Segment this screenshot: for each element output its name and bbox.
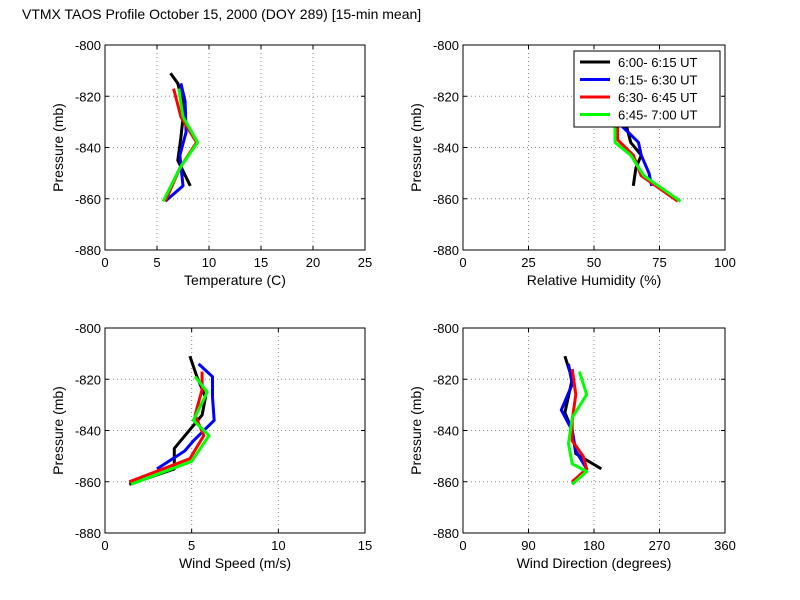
figure-title: VTMX TAOS Profile October 15, 2000 (DOY … [22, 6, 422, 22]
x-tick-label: 180 [583, 538, 605, 553]
x-tick-label: 25 [358, 255, 372, 270]
series-line-6-15-6-30-ut [156, 362, 216, 471]
x-tick-label: 270 [649, 538, 671, 553]
x-tick-label: 5 [153, 255, 160, 270]
x-tick-label: 75 [652, 255, 666, 270]
x-axis-label: Temperature (C) [184, 272, 286, 288]
y-tick-label: -800 [433, 321, 459, 336]
x-tick-label: 10 [202, 255, 216, 270]
y-axis-label: Pressure (mb) [408, 386, 424, 475]
series-line-6-15-6-30-ut [164, 83, 188, 203]
x-tick-label: 5 [188, 538, 195, 553]
y-tick-label: -820 [433, 372, 459, 387]
y-tick-label: -800 [75, 38, 101, 53]
x-tick-label: 90 [521, 538, 535, 553]
x-tick-label: 15 [358, 538, 372, 553]
legend-label: 6:15- 6:30 UT [618, 73, 698, 88]
y-tick-label: -880 [75, 526, 101, 541]
y-axis-label: Pressure (mb) [50, 386, 66, 475]
y-tick-label: -800 [75, 321, 101, 336]
series-line-6-30-6-45-ut [570, 368, 589, 483]
y-axis-label: Pressure (mb) [408, 103, 424, 192]
series-line-6-45-7-00-ut [613, 127, 682, 203]
x-axis-label: Relative Humidity (%) [527, 272, 662, 288]
x-tick-label: 100 [714, 255, 736, 270]
x-tick-label: 0 [459, 255, 466, 270]
y-tick-label: -880 [433, 243, 459, 258]
y-tick-label: -820 [75, 89, 101, 104]
y-tick-label: -840 [75, 141, 101, 156]
x-axis-label: Wind Direction (degrees) [517, 555, 672, 571]
y-tick-label: -880 [75, 243, 101, 258]
x-tick-label: 360 [714, 538, 736, 553]
series-line-6-45-7-00-ut [567, 371, 589, 486]
chart-panel-2: 0 25 50 75 100 -800 -820 -840 -860 -880 Relative H… [408, 38, 736, 288]
chart-panel-3: 0 5 10 15 -800 -820 -840 -860 -880 Wind Speed (m/… [50, 321, 372, 571]
y-tick-label: -800 [433, 38, 459, 53]
x-tick-label: 0 [101, 255, 108, 270]
y-tick-label: -860 [433, 192, 459, 207]
y-tick-label: -820 [433, 89, 459, 104]
series-line-6-45-7-00-ut [130, 375, 211, 486]
legend-label: 6:00- 6:15 UT [618, 55, 698, 70]
y-tick-label: -860 [75, 475, 101, 490]
y-tick-label: -840 [433, 141, 459, 156]
series-line-6-45-7-00-ut [161, 88, 200, 202]
x-tick-label: 25 [521, 255, 535, 270]
x-tick-label: 0 [101, 538, 108, 553]
chart-panel-4: 0 90 180 270 360 -800 -820 -840 -860 -880 Wind Dir… [408, 321, 736, 571]
x-axis-label: Wind Speed (m/s) [179, 555, 291, 571]
x-tick-label: 0 [459, 538, 466, 553]
legend-label: 6:30- 6:45 UT [618, 90, 698, 105]
x-tick-label: 50 [587, 255, 601, 270]
y-tick-label: -820 [75, 372, 101, 387]
y-tick-label: -840 [75, 424, 101, 439]
x-tick-label: 10 [271, 538, 285, 553]
legend-label: 6:45- 7:00 UT [618, 108, 698, 123]
y-tick-label: -840 [433, 424, 459, 439]
x-tick-label: 20 [306, 255, 320, 270]
y-tick-label: -860 [433, 475, 459, 490]
legend: 6:00- 6:15 UT 6:15- 6:30 UT 6:30- 6:45 UT 6… [573, 50, 721, 128]
y-tick-label: -860 [75, 192, 101, 207]
y-tick-label: -880 [433, 526, 459, 541]
plot-frame [462, 327, 726, 534]
y-axis-label: Pressure (mb) [50, 103, 66, 192]
x-tick-label: 15 [254, 255, 268, 270]
series-line-6-30-6-45-ut [616, 124, 679, 203]
chart-panel-1: 0 5 10 15 20 25 -800 -820 -840 -860 -880 Temperatur… [50, 38, 372, 288]
